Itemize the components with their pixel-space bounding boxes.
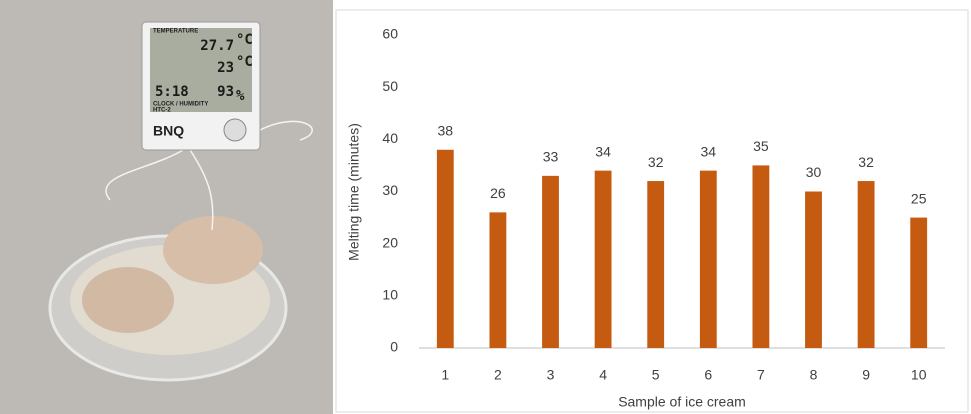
model: HTC-2 bbox=[153, 108, 171, 114]
x-tick-label: 10 bbox=[911, 367, 927, 383]
probe-wire bbox=[105, 120, 313, 231]
device-header: TEMPERATURE bbox=[153, 29, 198, 35]
x-tick-label: 1 bbox=[441, 367, 449, 383]
x-axis-title: Sample of ice cream bbox=[618, 394, 746, 410]
y-tick-label: 40 bbox=[382, 130, 398, 146]
x-tick-label: 2 bbox=[494, 367, 502, 383]
x-tick-label: 8 bbox=[810, 367, 818, 383]
bar bbox=[752, 165, 770, 348]
x-tick-label: 9 bbox=[862, 367, 870, 383]
lcd-indoor: 27.7 bbox=[200, 38, 234, 54]
data-label: 32 bbox=[648, 154, 664, 170]
bar bbox=[857, 181, 875, 348]
data-label: 34 bbox=[595, 143, 611, 159]
chart-frame bbox=[335, 9, 969, 413]
bar bbox=[594, 170, 612, 348]
y-tick-label: 20 bbox=[382, 234, 398, 250]
x-tick-label: 6 bbox=[704, 367, 712, 383]
data-label: 34 bbox=[701, 143, 717, 159]
bar bbox=[699, 170, 717, 348]
y-tick-label: 50 bbox=[382, 78, 398, 94]
ice-cream-1 bbox=[82, 267, 174, 333]
data-label: 32 bbox=[858, 154, 874, 170]
data-label: 38 bbox=[438, 122, 454, 138]
device-footer: CLOCK / HUMIDITY bbox=[153, 102, 208, 108]
lcd-outdoor: 23 bbox=[217, 60, 234, 76]
bar bbox=[436, 149, 454, 348]
bar bbox=[805, 191, 822, 348]
x-tick-label: 5 bbox=[652, 367, 660, 383]
photo: TEMPERATURE 27.7 °C 23 °C 5:18 93 % CLOC… bbox=[0, 0, 333, 414]
y-tick-label: 30 bbox=[382, 182, 398, 198]
x-tick-label: 3 bbox=[547, 367, 555, 383]
x-tick-label: 7 bbox=[757, 367, 765, 383]
ice-cream-2 bbox=[163, 216, 263, 284]
bar bbox=[647, 181, 665, 348]
lcd-clock: 5:18 bbox=[155, 84, 189, 100]
lcd-unit: % bbox=[236, 88, 245, 104]
y-tick-label: 60 bbox=[382, 26, 398, 42]
bar bbox=[910, 217, 928, 348]
y-axis-title: Melting time (minutes) bbox=[346, 123, 362, 261]
lcd-humidity: 93 bbox=[217, 84, 234, 100]
lcd-screen bbox=[150, 28, 252, 112]
lcd-unit: °C bbox=[236, 32, 253, 48]
bar bbox=[542, 175, 559, 348]
device-button bbox=[223, 118, 247, 142]
data-label: 35 bbox=[753, 138, 769, 154]
data-label: 26 bbox=[490, 185, 506, 201]
lcd-unit: °C bbox=[236, 54, 253, 70]
data-label: 25 bbox=[911, 190, 927, 206]
y-tick-label: 10 bbox=[382, 287, 398, 303]
bar bbox=[489, 212, 507, 348]
data-label: 30 bbox=[806, 164, 822, 180]
y-tick-label: 0 bbox=[390, 339, 398, 355]
data-label: 33 bbox=[543, 149, 559, 165]
x-tick-label: 4 bbox=[599, 367, 607, 383]
brand: BNQ bbox=[153, 123, 184, 139]
